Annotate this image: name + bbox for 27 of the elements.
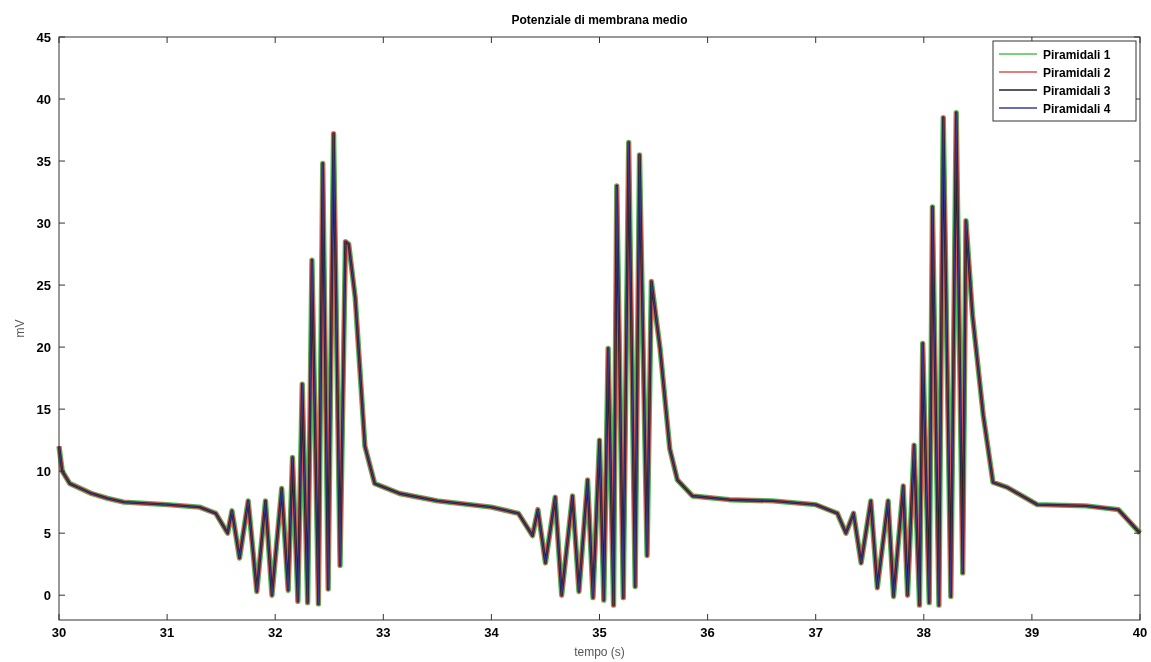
y-tick-label: 5 xyxy=(43,525,51,541)
x-tick-label: 35 xyxy=(592,625,607,640)
y-tick-label: 40 xyxy=(36,91,51,107)
x-tick-label: 40 xyxy=(1132,625,1148,640)
y-axis-title: mV xyxy=(13,319,27,338)
y-tick-label: 45 xyxy=(36,29,51,45)
legend-label: Piramidali 1 xyxy=(1043,47,1111,62)
x-tick-label: 34 xyxy=(484,625,500,640)
x-axis-title: tempo (s) xyxy=(574,645,625,659)
legend-label: Piramidali 2 xyxy=(1043,65,1111,80)
x-tick-label: 32 xyxy=(267,625,283,640)
x-tick-label: 38 xyxy=(916,625,932,640)
y-tick-label: 15 xyxy=(36,401,51,417)
x-tick-label: 37 xyxy=(808,625,823,640)
x-tick-label: 33 xyxy=(376,625,391,640)
legend-label: Piramidali 3 xyxy=(1043,83,1111,98)
y-tick-label: 20 xyxy=(36,339,51,355)
x-tick-label: 31 xyxy=(159,625,175,640)
y-tick-label: 25 xyxy=(36,277,51,293)
y-tick-label: 0 xyxy=(43,587,51,603)
y-tick-label: 10 xyxy=(36,463,51,479)
y-tick-label: 35 xyxy=(36,153,51,169)
chart-title: Potenziale di membrana medio xyxy=(511,13,688,27)
legend-label: Piramidali 4 xyxy=(1043,101,1111,116)
y-tick-label: 30 xyxy=(36,215,51,231)
x-tick-label: 36 xyxy=(700,625,715,640)
x-tick-label: 39 xyxy=(1024,625,1040,640)
